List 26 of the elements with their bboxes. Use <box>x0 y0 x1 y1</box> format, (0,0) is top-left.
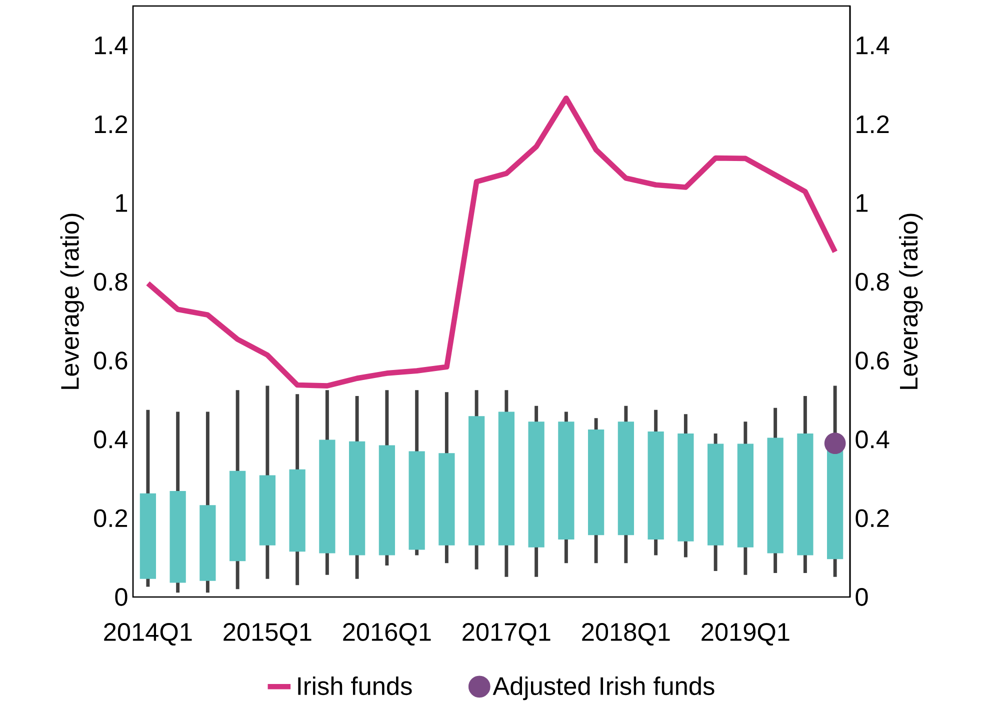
x-tick-label: 2017Q1 <box>462 623 550 646</box>
y-tick-label: 0.4 <box>94 430 128 448</box>
y-tick-label: 0.8 <box>94 272 128 291</box>
y2-axis-title: Leverage (ratio) <box>899 214 923 389</box>
y-tick-label: 1.2 <box>95 115 128 134</box>
y-axis-title: Leverage (ratio) <box>60 214 84 389</box>
y2-tick-label: 0.6 <box>856 352 889 370</box>
x-tick-label: 2019Q1 <box>702 623 790 646</box>
y-tick-label: 0.2 <box>94 509 128 528</box>
legend-label: Irish funds <box>298 676 412 696</box>
y2-tick-label: 1 <box>856 194 868 212</box>
y-tick-label: 1.4 <box>95 36 128 54</box>
legend-label: Adjusted Irish funds <box>492 676 714 700</box>
y2-tick-label: 1.4 <box>856 36 890 54</box>
y-tick-label: 1 <box>116 194 128 212</box>
x-tick-label: 2014Q1 <box>104 623 192 646</box>
x-tick-label: 2015Q1 <box>224 623 312 646</box>
y-tick-label: 0 <box>115 588 128 606</box>
y-tick-label: 0.6 <box>94 352 128 370</box>
y2-tick-label: 0.8 <box>856 272 889 291</box>
y2-tick-label: 0.4 <box>856 430 890 448</box>
y2-tick-label: 1.2 <box>856 115 889 134</box>
y2-tick-label: 0.2 <box>856 509 889 528</box>
x-tick-label: 2016Q1 <box>343 623 431 646</box>
y2-tick-label: 0 <box>856 588 868 606</box>
x-tick-label: 2018Q1 <box>582 623 670 646</box>
